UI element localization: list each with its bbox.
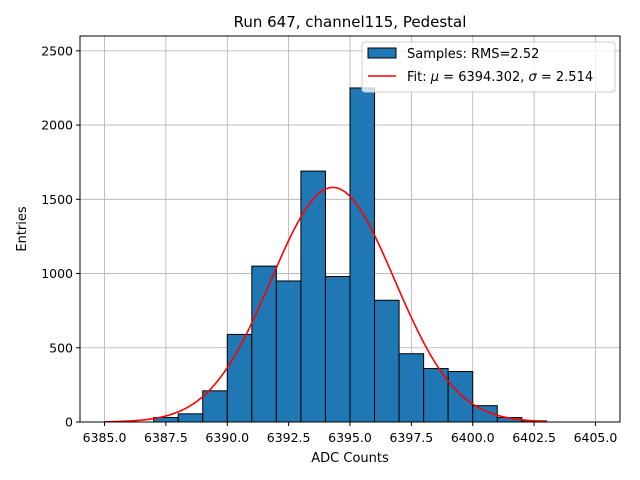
histogram-bar [177, 413, 204, 423]
histogram-bar [374, 299, 400, 423]
legend-box [361, 41, 616, 93]
x-axis-ticks: 6385.0 6387.5 6390.0 6392.5 6395.0 6397.5 6400… [83, 422, 618, 445]
y-tick-label: 1000 [41, 266, 73, 281]
x-tick-label: 6392.5 [267, 430, 311, 445]
histogram-bar [251, 265, 277, 423]
y-tick-label: 1500 [41, 192, 73, 207]
histogram-bar [202, 390, 228, 423]
histogram-bar [349, 87, 376, 423]
histogram-bar [447, 371, 474, 423]
gaussian-fit-curve [104, 186, 547, 423]
histogram-bar [324, 276, 351, 423]
y-tick-label: 0 [65, 415, 73, 430]
x-tick-label: 6390.0 [205, 430, 249, 445]
x-tick-label: 6395.0 [328, 430, 372, 445]
legend-samples-label: Samples: RMS=2.52 [407, 47, 539, 62]
histogram-bar [275, 280, 302, 423]
legend-fit-label: Fit: μ = 6394.302, σ = 2.514 [407, 70, 593, 85]
legend: Samples: RMS=2.52 Fit: μ = 6394.302, σ =… [361, 41, 616, 93]
histogram-bars [153, 87, 547, 423]
chart-title: Run 647, channel115, Pedestal [234, 13, 467, 31]
y-tick-label: 2000 [41, 118, 73, 133]
x-axis-label: ADC Counts [311, 451, 389, 466]
legend-samples-swatch [367, 47, 397, 59]
x-tick-label: 6397.5 [389, 430, 433, 445]
y-axis-ticks: 0 500 1000 1500 2000 2500 [41, 43, 80, 430]
x-tick-label: 6405.0 [574, 430, 618, 445]
y-axis-label: Entries [15, 206, 30, 252]
x-tick-label: 6402.5 [512, 430, 556, 445]
x-tick-label: 6387.5 [144, 430, 188, 445]
x-tick-label: 6400.0 [451, 430, 495, 445]
x-tick-label: 6385.0 [83, 430, 127, 445]
histogram-bar [398, 353, 425, 423]
y-tick-label: 2500 [41, 43, 73, 58]
y-tick-label: 500 [49, 340, 73, 355]
histogram-bar [300, 170, 326, 423]
